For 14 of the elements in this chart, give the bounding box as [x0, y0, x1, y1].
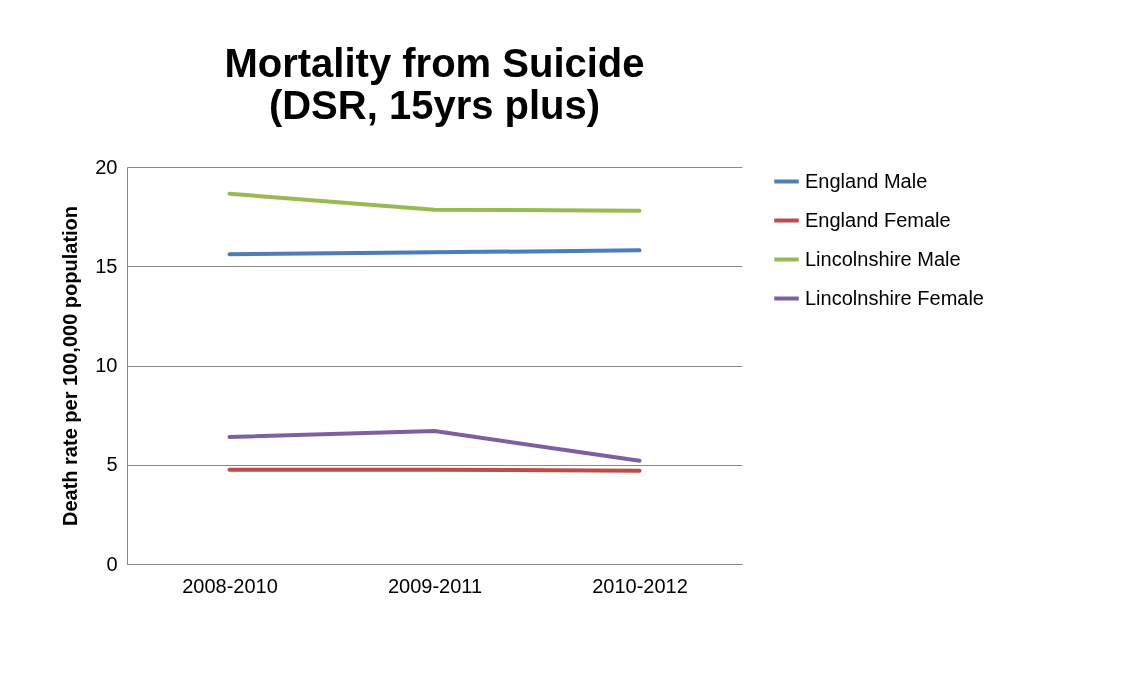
y-tick-label: 20 [95, 155, 118, 178]
y-tick-label: 10 [95, 354, 118, 376]
x-tick-label: 2009-2011 [387, 574, 483, 597]
x-tick-label: 2008-2010 [182, 574, 278, 597]
legend-label: Lincolnshire Female [805, 286, 984, 309]
legend-label: Lincolnshire Male [805, 247, 961, 270]
y-tick-label: 15 [95, 254, 118, 277]
x-tick-label: 2010-2012 [592, 574, 688, 597]
y-tick-label: 5 [106, 453, 118, 476]
legend-label: England Male [805, 169, 928, 192]
text: Mortality from Suicide [224, 41, 645, 85]
legend-label: England Female [805, 208, 951, 231]
y-tick-label: 0 [106, 552, 118, 575]
y-axis-title: Death rate per 100,000 population [59, 205, 82, 527]
